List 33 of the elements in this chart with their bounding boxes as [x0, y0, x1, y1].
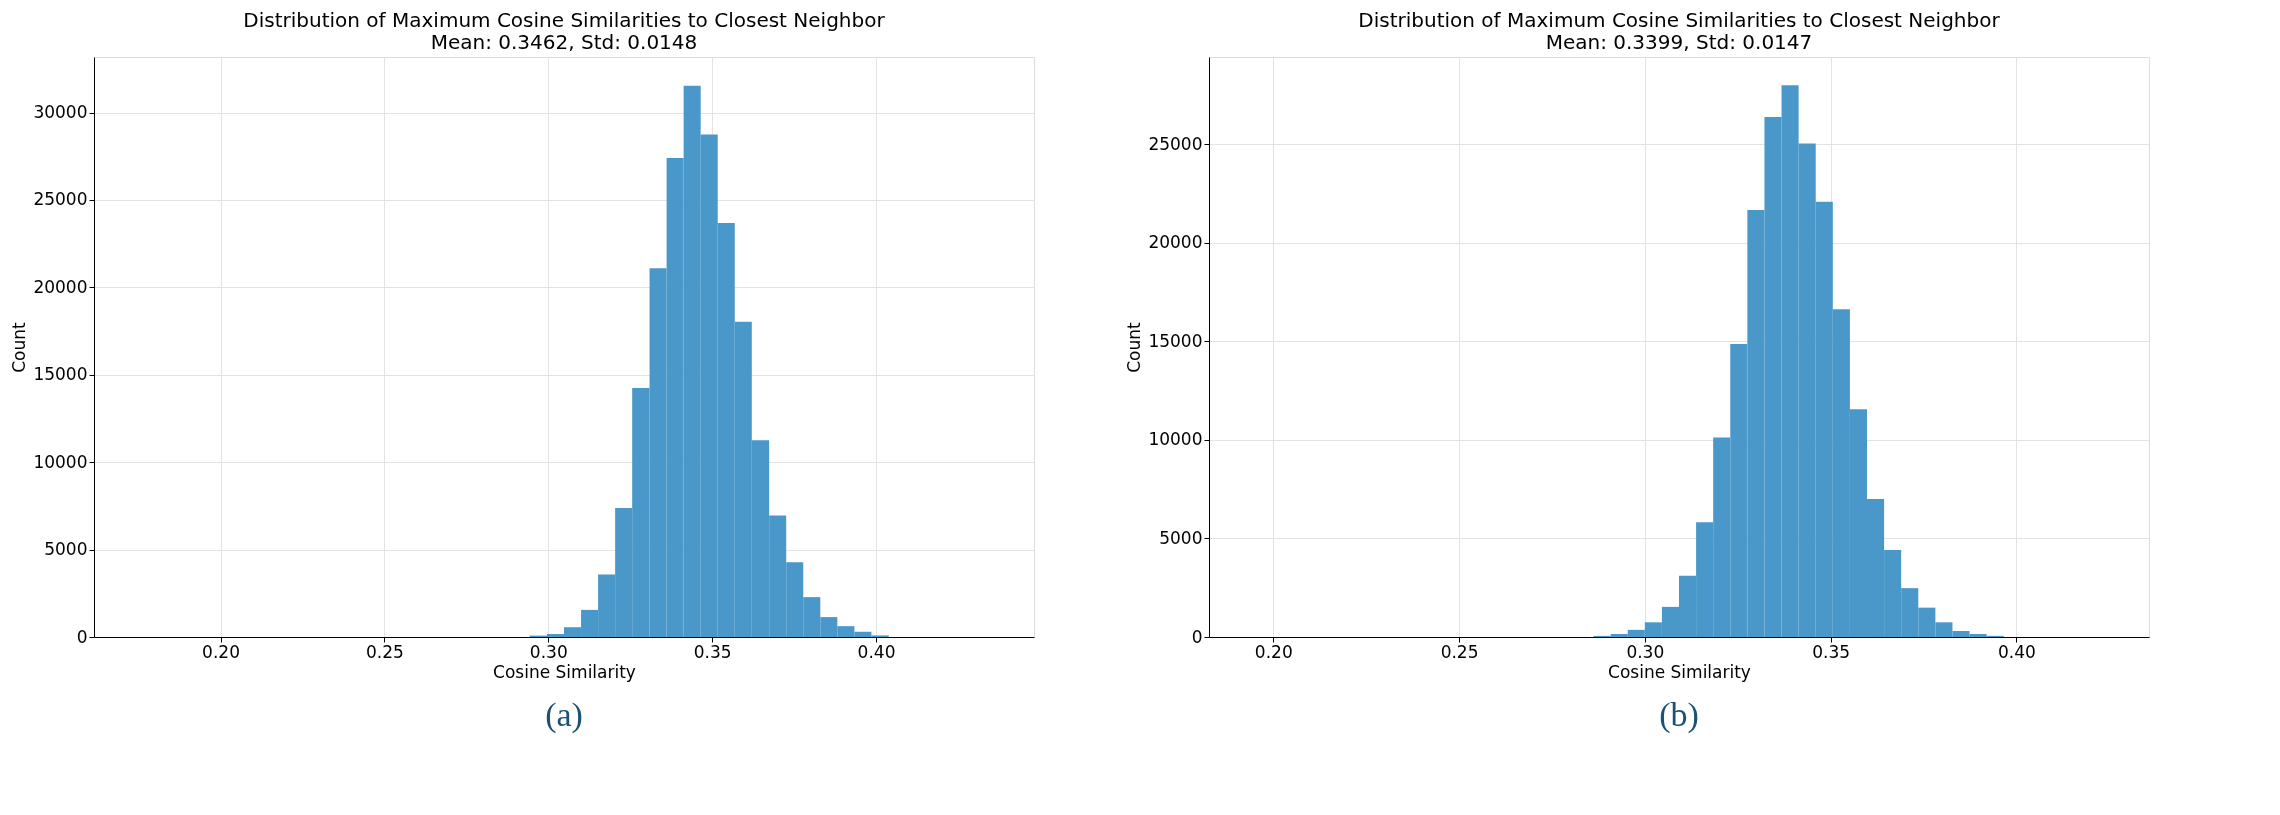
y-tick-label: 0: [1191, 626, 1203, 647]
x-tick-label: 0.20: [202, 641, 240, 662]
x-tick-label: 0.25: [1440, 641, 1479, 662]
text: (b): [1659, 696, 1699, 734]
x-tick-label: 0.20: [1254, 641, 1293, 662]
text: (a): [545, 696, 583, 734]
y-tick-label: 25000: [33, 189, 88, 210]
x-tick-label: 0.35: [693, 641, 732, 662]
x-tick-label: 0.30: [529, 641, 568, 662]
x-tick-label: 0.25: [365, 641, 404, 662]
x-tick-label: 0.35: [1812, 641, 1851, 662]
x-tick-label: 0.40: [857, 641, 896, 662]
y-tick-label: 5000: [1159, 527, 1203, 548]
x-tick-label: 0.40: [1997, 641, 2036, 662]
y-tick-label: 30000: [33, 102, 88, 123]
y-tick-label: 10000: [1148, 429, 1203, 450]
y-tick-label: 15000: [33, 364, 88, 385]
chart-title: Distribution of Maximum Cosine Similarities to Closest Neighbor: [243, 8, 886, 32]
chart-title: Distribution of Maximum Cosine Similarities to Closest Neighbor: [1358, 8, 2001, 32]
x-axis-title: Cosine Similarity: [1608, 661, 1751, 682]
x-axis-title: Cosine Similarity: [493, 661, 636, 682]
chart-subtitle: Mean: 0.3399, Std: 0.0147: [1545, 30, 1813, 54]
y-tick-label: 20000: [33, 276, 88, 297]
y-tick-label: 20000: [1148, 232, 1203, 253]
y-tick-label: 25000: [1148, 133, 1203, 154]
y-tick-label: 0: [76, 626, 88, 647]
y-tick-label: 5000: [44, 539, 88, 560]
chart-subtitle: Mean: 0.3462, Std: 0.0148: [430, 30, 698, 54]
y-axis-title: Count: [9, 321, 30, 373]
y-axis-title: Count: [1124, 321, 1145, 373]
x-tick-label: 0.30: [1626, 641, 1665, 662]
y-tick-label: 10000: [33, 451, 88, 472]
y-tick-label: 15000: [1148, 330, 1203, 351]
